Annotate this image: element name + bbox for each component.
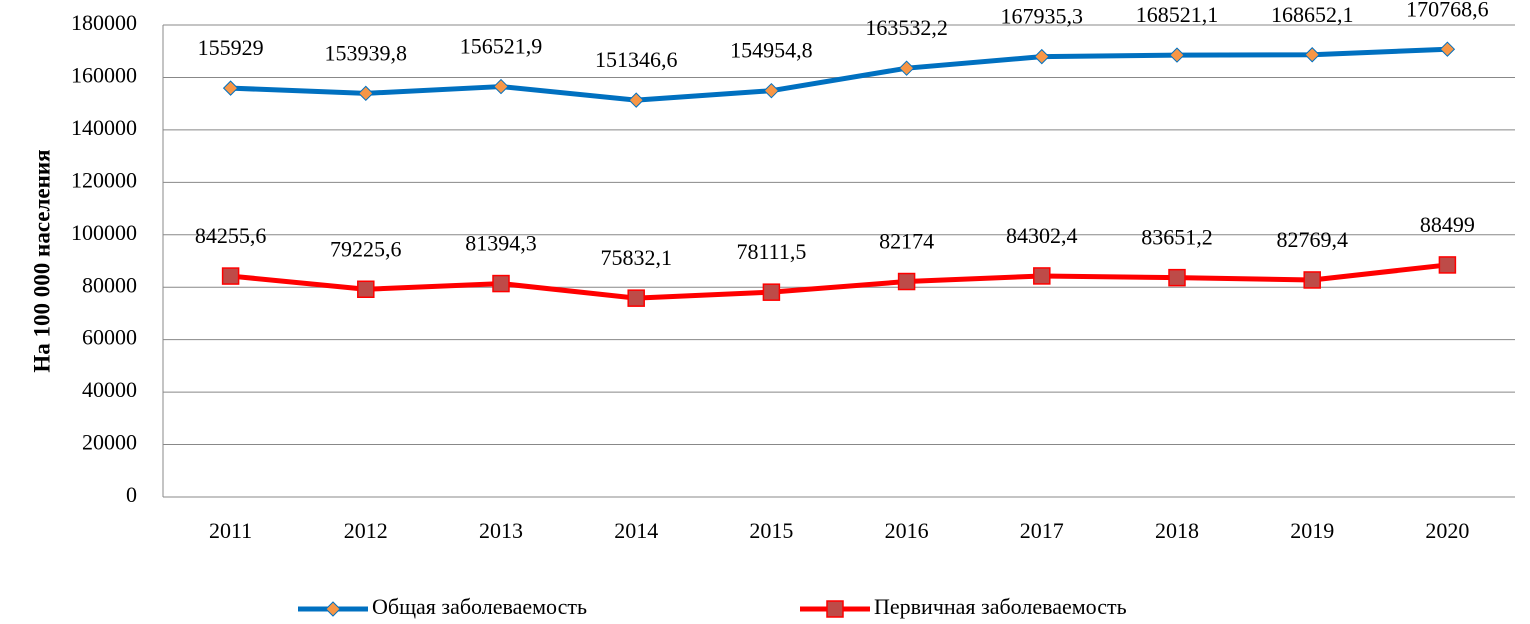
x-tick-label: 2011 xyxy=(209,518,252,543)
legend-label: Общая заболеваемость xyxy=(372,594,587,619)
data-point xyxy=(221,267,240,285)
data-label: 82769,4 xyxy=(1276,227,1348,252)
y-tick-label: 160000 xyxy=(71,62,137,87)
legend-marker xyxy=(826,600,844,618)
data-label: 78111,5 xyxy=(736,239,806,264)
y-tick-label: 40000 xyxy=(82,377,137,402)
data-point xyxy=(1303,271,1321,289)
y-tick-label: 140000 xyxy=(71,115,137,140)
data-label: 82174 xyxy=(879,229,934,254)
data-label: 156521,9 xyxy=(460,34,543,59)
data-point xyxy=(1168,268,1186,287)
data-point xyxy=(763,82,780,99)
data-label: 151346,6 xyxy=(595,47,678,72)
x-tick-label: 2019 xyxy=(1290,518,1334,543)
series-line xyxy=(230,262,1448,301)
data-label: 155929 xyxy=(198,35,264,60)
x-tick-label: 2012 xyxy=(344,518,388,543)
y-tick-label: 80000 xyxy=(82,272,137,297)
data-point xyxy=(493,78,509,95)
data-point xyxy=(1169,47,1185,63)
y-tick-label: 120000 xyxy=(71,167,137,192)
legend-label: Первичная заболеваемость xyxy=(874,594,1127,619)
y-tick-label: 100000 xyxy=(71,220,137,245)
data-point xyxy=(1439,41,1456,57)
x-tick-label: 2015 xyxy=(749,518,793,543)
data-point xyxy=(897,272,916,291)
data-label: 170768,6 xyxy=(1406,0,1489,21)
legend-marker xyxy=(325,601,341,617)
y-tick-label: 180000 xyxy=(71,10,137,35)
data-point xyxy=(1034,48,1050,65)
data-point xyxy=(628,92,644,108)
x-tick-label: 2018 xyxy=(1155,518,1199,543)
data-label: 168521,1 xyxy=(1136,2,1219,27)
series-line xyxy=(230,46,1448,103)
data-point xyxy=(1033,267,1051,285)
x-tick-label: 2016 xyxy=(885,518,929,543)
data-point xyxy=(357,280,375,299)
data-point xyxy=(492,274,510,293)
data-label: 154954,8 xyxy=(730,38,813,63)
x-tick-label: 2020 xyxy=(1425,518,1469,543)
data-label: 84255,6 xyxy=(195,223,267,248)
data-label: 83651,2 xyxy=(1141,225,1213,250)
x-tick-label: 2017 xyxy=(1020,518,1064,543)
data-label: 163532,2 xyxy=(865,15,948,40)
data-point xyxy=(1304,47,1320,63)
data-point xyxy=(762,283,781,301)
data-label: 84302,4 xyxy=(1006,223,1078,248)
y-axis-label: На 100 000 населения xyxy=(29,149,54,372)
data-point xyxy=(627,289,645,307)
data-label: 75832,1 xyxy=(600,245,672,270)
data-point xyxy=(222,80,239,96)
data-label: 153939,8 xyxy=(325,40,408,65)
y-tick-label: 0 xyxy=(126,482,137,507)
y-tick-label: 20000 xyxy=(82,430,137,455)
data-point xyxy=(1438,256,1457,274)
y-tick-label: 60000 xyxy=(82,325,137,350)
data-point xyxy=(898,60,915,76)
data-label: 79225,6 xyxy=(330,236,402,261)
x-tick-label: 2013 xyxy=(479,518,523,543)
data-label: 168652,1 xyxy=(1271,2,1354,27)
data-point xyxy=(358,85,374,102)
x-tick-label: 2014 xyxy=(614,518,658,543)
data-label: 88499 xyxy=(1420,212,1475,237)
data-label: 167935,3 xyxy=(1001,4,1084,29)
data-label: 81394,3 xyxy=(465,231,537,256)
